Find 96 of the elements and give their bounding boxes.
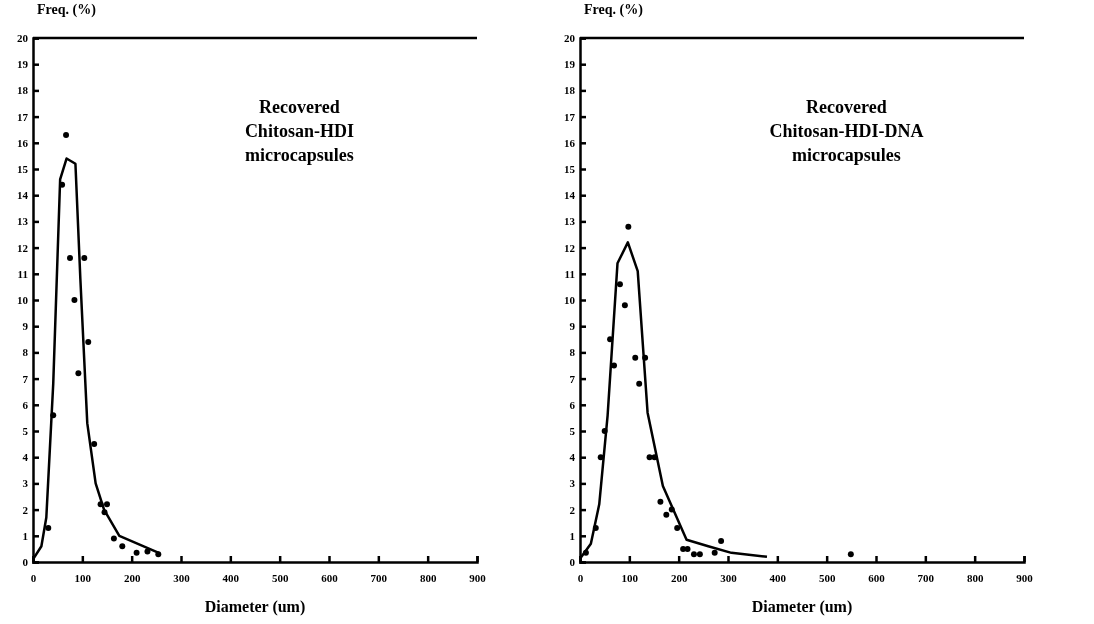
point [75, 370, 82, 377]
x-tick-label: 900 [469, 571, 487, 584]
y-tick-label: 16 [564, 136, 576, 149]
y-tick-label: 0 [22, 556, 29, 569]
y-tick-label: 15 [17, 163, 29, 176]
point [684, 545, 691, 552]
x-tick-label: 600 [868, 571, 886, 584]
y-tick-label: 7 [569, 372, 576, 385]
y-tick-label: 9 [569, 320, 576, 333]
x-tick-label: 500 [271, 571, 289, 584]
y-tick-label: 7 [22, 372, 29, 385]
x-tick-label: 900 [1016, 571, 1034, 584]
x-tick-label: 300 [720, 571, 738, 584]
x-tick-label: 800 [966, 571, 984, 584]
x-tick-label: 0 [577, 571, 584, 584]
y-tick-label: 3 [22, 477, 29, 490]
y-tick-label: 1 [569, 529, 575, 542]
y-tick-label: 2 [569, 503, 576, 516]
y-tick-label: 20 [17, 32, 29, 45]
point [636, 380, 643, 387]
y-tick-label: 18 [17, 84, 29, 97]
y-tick-label: 15 [564, 163, 576, 176]
y-tick-label: 12 [564, 241, 576, 254]
y-tick-label: 5 [22, 425, 29, 438]
x-tick-label: 600 [321, 571, 339, 584]
x-axis-title: Diameter (um) [751, 598, 853, 616]
x-tick-label: 700 [917, 571, 935, 584]
point [632, 354, 639, 361]
point [71, 297, 78, 303]
y-tick-label: 19 [564, 58, 576, 71]
y-tick-label: 5 [569, 425, 576, 438]
y-tick-label: 2 [22, 503, 29, 516]
y-tick-label: 0 [569, 556, 576, 569]
y-tick-label: 12 [17, 241, 29, 254]
point [718, 538, 725, 545]
point [847, 551, 854, 558]
point [63, 131, 70, 138]
y-tick-label: 8 [569, 346, 576, 359]
x-axis-title: Diameter (um) [204, 598, 306, 616]
y-tick-label: 6 [569, 398, 576, 411]
point [616, 281, 623, 288]
x-tick-label: 200 [670, 571, 688, 584]
y-axis-title: Freq. (%) [584, 2, 644, 18]
y-tick-label: 17 [17, 110, 29, 123]
point [45, 524, 52, 531]
x-tick-label: 500 [818, 571, 836, 584]
y-tick-label: 10 [17, 294, 29, 307]
y-tick-label: 16 [17, 136, 29, 149]
point [133, 549, 140, 556]
point [85, 338, 92, 345]
y-tick-label: 3 [569, 477, 576, 490]
y-tick-label: 19 [17, 58, 29, 71]
y-tick-label: 20 [564, 32, 576, 45]
point [110, 535, 117, 542]
point [104, 501, 110, 508]
y-tick-label: 11 [17, 267, 28, 280]
y-tick-label: 14 [564, 189, 576, 202]
point [646, 454, 653, 461]
x-tick-label: 100 [621, 571, 639, 584]
x-tick-label: 700 [370, 571, 388, 584]
x-tick-label: 100 [74, 571, 92, 584]
point [657, 498, 664, 505]
point [67, 255, 73, 262]
y-tick-label: 6 [22, 398, 29, 411]
point [674, 524, 681, 531]
x-tick-label: 400 [769, 571, 787, 584]
y-tick-label: 11 [564, 267, 575, 280]
y-axis-title: Freq. (%) [37, 2, 97, 18]
point [119, 543, 126, 550]
y-tick-label: 18 [564, 84, 576, 97]
point [621, 302, 628, 309]
x-tick-label: 400 [222, 571, 240, 584]
y-tick-label: 13 [564, 215, 576, 228]
point [690, 551, 697, 558]
annotation: Recovered Chitosan-HDI-DNA microcapsules [769, 97, 924, 165]
y-tick-label: 10 [564, 294, 576, 307]
point [711, 549, 718, 556]
y-tick-label: 14 [17, 189, 29, 202]
x-tick-label: 800 [419, 571, 437, 584]
annotation: Recovered Chitosan-HDI microcapsules [244, 97, 354, 165]
point [680, 545, 687, 552]
point [663, 511, 670, 518]
y-tick-label: 4 [22, 451, 29, 464]
x-tick-label: 300 [173, 571, 191, 584]
point [91, 441, 98, 448]
x-tick-label: 0 [30, 571, 37, 584]
y-tick-label: 17 [564, 110, 576, 123]
point [696, 551, 703, 558]
y-tick-label: 1 [22, 529, 28, 542]
y-tick-label: 13 [17, 215, 29, 228]
point [625, 223, 632, 230]
point [81, 255, 88, 262]
y-tick-label: 9 [22, 320, 29, 333]
y-tick-label: 8 [22, 346, 29, 359]
x-tick-label: 200 [123, 571, 141, 584]
y-tick-label: 4 [569, 451, 576, 464]
